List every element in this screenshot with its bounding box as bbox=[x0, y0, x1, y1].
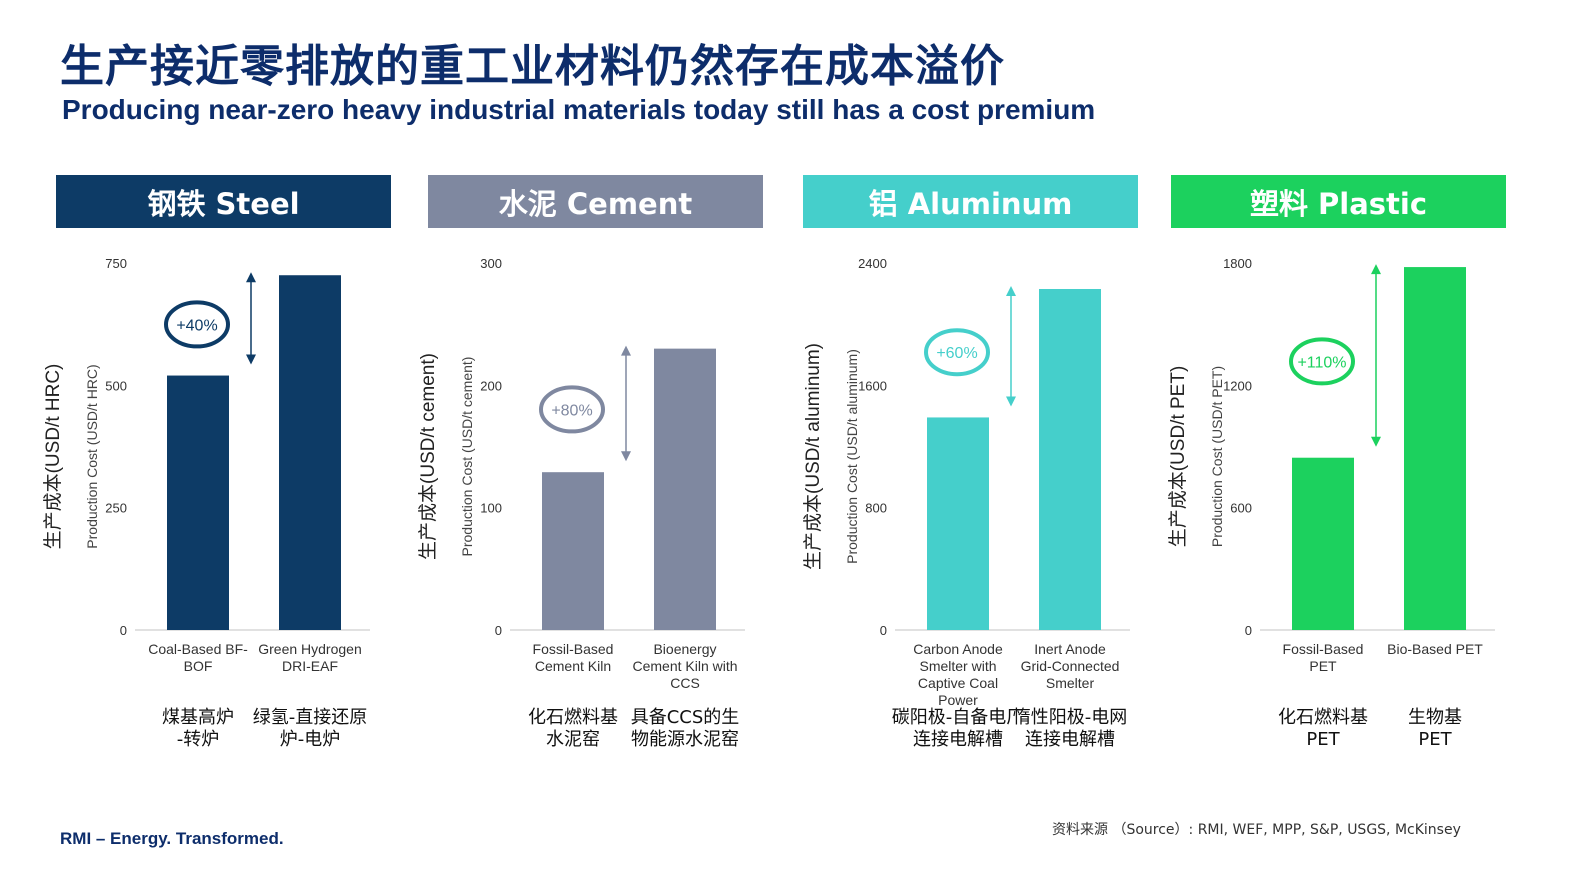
footer-source: 资料来源 （Source）: RMI, WEF, MPP, S&P, USGS,… bbox=[1052, 822, 1461, 838]
x-tick-label: BOF bbox=[184, 658, 213, 674]
y-tick-label: 0 bbox=[495, 623, 502, 638]
premium-badge bbox=[1289, 337, 1355, 386]
y-tick-label: 250 bbox=[105, 501, 127, 516]
y-tick-label: 0 bbox=[1245, 623, 1252, 638]
x-tick-label: Smelter with bbox=[919, 658, 996, 674]
premium-arrow-head-down bbox=[1006, 396, 1016, 407]
y-tick-label: 300 bbox=[480, 256, 502, 271]
category-label-zh: 化石燃料基 bbox=[528, 707, 618, 728]
y-axis-subtitle: Production Cost (USD/t cement) bbox=[459, 357, 475, 557]
panel-header-aluminum: 铝 Aluminum bbox=[803, 175, 1138, 228]
category-label-zh: 物能源水泥窑 bbox=[631, 729, 739, 750]
y-axis-title: 生产成本(USD/t PET) bbox=[1167, 366, 1189, 548]
bar bbox=[927, 417, 989, 630]
x-tick-label: Coal-Based BF- bbox=[148, 641, 248, 657]
x-tick-label: Green Hydrogen bbox=[258, 641, 362, 657]
x-tick-label: Carbon Anode bbox=[913, 641, 1003, 657]
premium-badge bbox=[539, 385, 605, 434]
premium-arrow-head-down bbox=[621, 451, 631, 462]
category-label-zh: PET bbox=[1306, 729, 1340, 750]
y-axis-title: 生产成本(USD/t HRC) bbox=[42, 364, 64, 550]
y-tick-label: 600 bbox=[1230, 501, 1252, 516]
y-axis-subtitle: Production Cost (USD/t PET) bbox=[1209, 366, 1225, 547]
plastic-chart: 生产成本(USD/t PET) Production Cost (USD/t PE… bbox=[1167, 256, 1495, 750]
y-tick-label: 1200 bbox=[1223, 378, 1252, 393]
premium-arrow-head-down bbox=[1371, 436, 1381, 447]
category-label-zh: 绿氢-直接还原 bbox=[253, 707, 368, 728]
panel-header-steel: 钢铁 Steel bbox=[56, 175, 391, 228]
y-tick-label: 2400 bbox=[858, 256, 887, 271]
category-label-zh: 化石燃料基 bbox=[1278, 707, 1368, 728]
category-label-zh: 连接电解槽 bbox=[1025, 729, 1115, 750]
premium-arrow-head-up bbox=[621, 345, 631, 356]
page-title: 生产接近零排放的重工业材料仍然存在成本溢价 bbox=[60, 41, 1005, 92]
y-tick-label: 500 bbox=[105, 378, 127, 393]
y-axis-title: 生产成本(USD/t cement) bbox=[417, 353, 439, 560]
x-tick-label: Bio-Based PET bbox=[1387, 641, 1483, 657]
x-tick-label: Power bbox=[938, 692, 978, 708]
y-tick-label: 750 bbox=[105, 256, 127, 271]
x-tick-label: Smelter bbox=[1046, 675, 1095, 691]
bar bbox=[1404, 267, 1466, 630]
y-axis-title: 生产成本(USD/t aluminum) bbox=[802, 343, 824, 570]
category-label-zh: 水泥窑 bbox=[546, 729, 600, 750]
panel-header-cement: 水泥 Cement bbox=[428, 175, 763, 228]
premium-arrow-head-up bbox=[246, 272, 256, 283]
x-tick-label: PET bbox=[1309, 658, 1337, 674]
category-label-zh: 炉-电炉 bbox=[280, 729, 341, 750]
premium-badge-label: +40% bbox=[176, 317, 217, 334]
category-label-zh: 具备CCS的生 bbox=[631, 707, 740, 728]
panel-header-plastic: 塑料 Plastic bbox=[1171, 175, 1506, 228]
category-label-zh: 煤基高炉 bbox=[162, 707, 234, 728]
premium-arrow-head-up bbox=[1371, 264, 1381, 275]
footer-brand: RMI – Energy. Transformed. bbox=[60, 829, 284, 848]
premium-badge bbox=[924, 328, 990, 377]
premium-badge-label: +60% bbox=[936, 345, 977, 362]
aluminum-chart: 生产成本(USD/t aluminum) Production Cost (USD… bbox=[802, 256, 1130, 750]
y-tick-label: 100 bbox=[480, 501, 502, 516]
premium-arrow-head-up bbox=[1006, 285, 1016, 296]
y-tick-label: 0 bbox=[880, 623, 887, 638]
premium-badge-label: +80% bbox=[551, 402, 592, 419]
category-label-zh: PET bbox=[1418, 729, 1452, 750]
x-tick-label: Bioenergy bbox=[653, 641, 716, 657]
x-tick-label: Captive Coal bbox=[918, 675, 998, 691]
y-tick-label: 800 bbox=[865, 501, 887, 516]
y-axis-subtitle: Production Cost (USD/t HRC) bbox=[84, 364, 100, 548]
bar bbox=[542, 472, 604, 630]
x-tick-label: DRI-EAF bbox=[282, 658, 338, 674]
x-tick-label: Cement Kiln bbox=[535, 658, 611, 674]
category-label-zh: 惰性阳极-电网 bbox=[1013, 707, 1128, 728]
premium-badge-label: +110% bbox=[1297, 354, 1346, 371]
bar bbox=[654, 348, 716, 630]
x-tick-label: CCS bbox=[670, 675, 700, 691]
category-label-zh: -转炉 bbox=[177, 729, 220, 750]
steel-chart: 生产成本(USD/t HRC) Production Cost (USD/t HR… bbox=[42, 256, 370, 750]
x-tick-label: Inert Anode bbox=[1034, 641, 1106, 657]
x-tick-label: Cement Kiln with bbox=[632, 658, 737, 674]
y-tick-label: 1800 bbox=[1223, 256, 1252, 271]
bar bbox=[1039, 288, 1101, 630]
x-tick-label: Grid-Connected bbox=[1021, 658, 1120, 674]
x-tick-label: Fossil-Based bbox=[533, 641, 614, 657]
category-label-zh: 连接电解槽 bbox=[913, 729, 1003, 750]
bar bbox=[167, 375, 229, 630]
y-tick-label: 0 bbox=[120, 623, 127, 638]
page-subtitle: Producing near-zero heavy industrial mat… bbox=[62, 94, 1096, 125]
category-label-zh: 生物基 bbox=[1408, 707, 1462, 728]
bar bbox=[279, 275, 341, 630]
y-axis-subtitle: Production Cost (USD/t aluminum) bbox=[844, 349, 860, 564]
y-tick-label: 1600 bbox=[858, 378, 887, 393]
bar bbox=[1292, 457, 1354, 630]
x-tick-label: Fossil-Based bbox=[1283, 641, 1364, 657]
premium-arrow-head-down bbox=[246, 354, 256, 365]
category-label-zh: 碳阳极-自备电厂 bbox=[892, 707, 1025, 728]
y-tick-label: 200 bbox=[480, 378, 502, 393]
premium-badge bbox=[164, 300, 230, 349]
cement-chart: 生产成本(USD/t cement) Production Cost (USD/t… bbox=[417, 256, 745, 750]
